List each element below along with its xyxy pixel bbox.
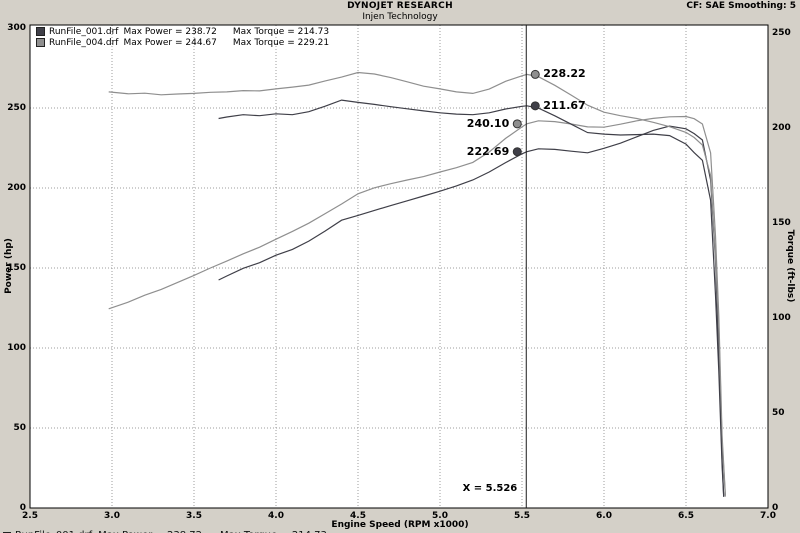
torque-tick-label: 0 (772, 503, 779, 513)
run001-max-torque: Max Torque = 214.73 (232, 26, 330, 37)
marker-label-228.22: 228.22 (543, 67, 586, 81)
power-tick-label: 0 (19, 503, 26, 513)
bottom-run001-max-torque: Max Torque = 214.73 (220, 530, 327, 533)
page-subtitle: Injen Technology (362, 12, 438, 22)
x-tick-label: 4.5 (350, 511, 366, 521)
x-tick-label: 3.0 (104, 511, 120, 521)
cursor-x-readout: X = 5.526 (462, 483, 518, 494)
correction-factor-label: CF: SAE Smoothing: 5 (686, 1, 796, 11)
marker-dot-222.69 (512, 147, 522, 157)
page-title: DYNOJET RESEARCH (347, 1, 453, 11)
x-tick-label: 7.0 (760, 511, 776, 521)
x-tick-label: 6.0 (596, 511, 612, 521)
power-tick-label: 200 (7, 183, 26, 193)
marker-label-211.67: 211.67 (543, 98, 586, 112)
run001-color-swatch (36, 27, 45, 36)
series-RunFile_001-torque (218, 99, 725, 497)
power-tick-label: 50 (13, 423, 26, 433)
plot-border (29, 24, 769, 509)
series-RunFile_004-power (108, 115, 726, 496)
x-tick-label: 2.5 (22, 511, 38, 521)
bottom-run001-color-swatch (3, 531, 11, 533)
marker-dot-240.10 (512, 119, 522, 129)
torque-tick-label: 150 (772, 218, 791, 228)
x-tick-label: 5.0 (432, 511, 448, 521)
marker-dot-211.67 (530, 101, 540, 111)
power-tick-label: 250 (7, 103, 26, 113)
x-tick-label: 6.5 (678, 511, 694, 521)
plot-background (30, 25, 768, 508)
run001-file-name: RunFile_001.drf (49, 26, 119, 37)
series-RunFile_004-torque (108, 71, 726, 497)
legend-row-run004[interactable]: RunFile_004.drf Max Power = 244.67 Max T… (36, 37, 329, 48)
power-tick-label: 100 (7, 343, 26, 353)
x-axis-title: Engine Speed (RPM x1000) (331, 520, 469, 530)
marker-label-222.69: 222.69 (466, 144, 510, 158)
x-tick-label: 5.5 (514, 511, 530, 521)
series-RunFile_001-power (218, 125, 725, 497)
run004-max-torque: Max Torque = 229.21 (232, 37, 330, 48)
run-legend: RunFile_001.drf Max Power = 238.72 Max T… (36, 26, 329, 48)
torque-axis-title: Torque (ft-lbs) (785, 229, 795, 303)
torque-tick-label: 100 (772, 313, 791, 323)
bottom-run001-max-power: Max Power = 238.72 (98, 530, 202, 533)
torque-tick-label: 50 (772, 408, 785, 418)
torque-tick-label: 200 (772, 123, 791, 133)
legend-row-run001[interactable]: RunFile_001.drf Max Power = 238.72 Max T… (36, 26, 329, 37)
power-tick-label: 300 (7, 23, 26, 33)
run001-max-power: Max Power = 238.72 (123, 26, 217, 37)
power-tick-label: 150 (7, 263, 26, 273)
x-tick-label: 4.0 (268, 511, 284, 521)
x-tick-label: 3.5 (186, 511, 202, 521)
run004-color-swatch (36, 38, 45, 47)
run004-max-power: Max Power = 244.67 (123, 37, 217, 48)
torque-tick-label: 250 (772, 28, 791, 38)
bottom-legend-clipped: RunFile_001.drf Max Power = 238.72 Max T… (3, 530, 327, 533)
run004-file-name: RunFile_004.drf (49, 37, 119, 48)
bottom-run001-file-name: RunFile_001.drf (15, 530, 92, 533)
marker-label-240.10: 240.10 (466, 116, 510, 130)
marker-dot-228.22 (530, 69, 540, 79)
